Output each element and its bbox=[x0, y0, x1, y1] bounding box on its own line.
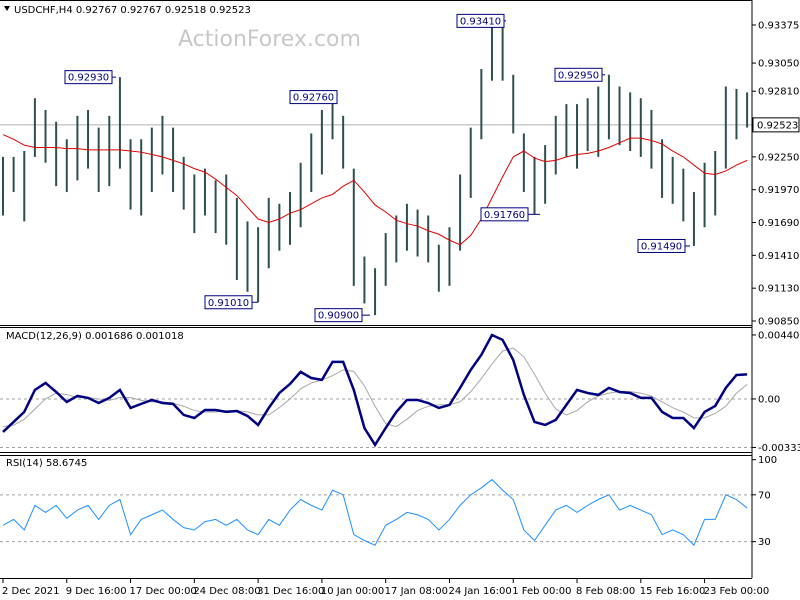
annotation-label: 0.90900 bbox=[318, 311, 359, 322]
annotation-label: 0.91760 bbox=[484, 210, 525, 221]
y-tick-label: 30 bbox=[758, 537, 771, 548]
y-tick-label: 0.00 bbox=[758, 394, 780, 405]
y-tick-label: 0.91410 bbox=[758, 251, 799, 262]
x-tick-label: 8 Feb 08:00 bbox=[576, 586, 635, 597]
x-tick-label: 9 Dec 16:00 bbox=[66, 586, 127, 597]
indicator-line bbox=[2, 478, 748, 547]
y-tick-label: 0.92810 bbox=[758, 87, 799, 98]
x-tick-label: 24 Jan 16:00 bbox=[448, 586, 511, 597]
annotation-box bbox=[554, 67, 603, 82]
y-tick-label: 100 bbox=[758, 455, 777, 466]
y-tick-label: 0.92250 bbox=[758, 152, 799, 163]
x-tick-label: 1 Feb 00:00 bbox=[512, 586, 571, 597]
last-price-box bbox=[752, 117, 800, 133]
y-tick-label: -0.003338 bbox=[758, 443, 800, 454]
annotation-label: 0.93410 bbox=[460, 16, 501, 27]
y-tick-label: 0.93050 bbox=[758, 59, 799, 70]
x-tick-label: 10 Jan 00:00 bbox=[321, 586, 384, 597]
annotation-box bbox=[314, 308, 363, 323]
last-price-label: 0.92523 bbox=[757, 120, 798, 131]
x-tick-label: 17 Dec 00:00 bbox=[130, 586, 197, 597]
y-tick-label: 0.90850 bbox=[758, 317, 799, 328]
y-tick-label: 0.93375 bbox=[758, 20, 799, 31]
x-tick-label: 23 Feb 00:00 bbox=[704, 586, 770, 597]
x-tick-label: 31 Dec 16:00 bbox=[257, 586, 324, 597]
y-tick-label: 0.91970 bbox=[758, 185, 799, 196]
annotation-label: 0.92930 bbox=[68, 73, 109, 84]
annotation-label: 0.92760 bbox=[293, 93, 334, 104]
panel-title: USDCHF,H4 0.92767 0.92767 0.92518 0.9252… bbox=[14, 5, 251, 16]
annotation-box bbox=[456, 13, 505, 28]
annotation-label: 0.92950 bbox=[558, 70, 599, 81]
annotation-label: 0.91490 bbox=[641, 241, 682, 252]
menu-triangle bbox=[4, 6, 10, 11]
watermark: ActionForex.com bbox=[178, 27, 361, 52]
x-tick-label: 24 Dec 08:00 bbox=[193, 586, 260, 597]
y-tick-label: 0.91130 bbox=[758, 284, 799, 295]
x-tick-label: 2 Dec 2021 bbox=[2, 586, 60, 597]
annotation-box bbox=[637, 238, 686, 253]
annotation-label: 0.91010 bbox=[208, 298, 249, 309]
x-tick-label: 17 Jan 08:00 bbox=[385, 586, 448, 597]
y-tick-label: 70 bbox=[758, 490, 771, 501]
annotation-box bbox=[204, 295, 253, 310]
annotation-box bbox=[289, 90, 338, 105]
y-tick-label: 0.004403 bbox=[758, 330, 800, 341]
x-tick-label: 15 Feb 16:00 bbox=[640, 586, 706, 597]
y-tick-label: 0.91690 bbox=[758, 218, 799, 229]
panel-title: MACD(12,26,9) 0.001686 0.001018 bbox=[6, 331, 184, 342]
annotation-box bbox=[480, 207, 529, 222]
plot-layer: 0.93375 0.93050 0.92810 0.92250 0.91970 0.916… bbox=[0, 5, 800, 597]
panel-title: RSI(14) 58.6745 bbox=[6, 458, 87, 469]
indicator-line bbox=[2, 333, 748, 448]
moving-average bbox=[2, 134, 748, 246]
annotation-box bbox=[64, 70, 113, 85]
